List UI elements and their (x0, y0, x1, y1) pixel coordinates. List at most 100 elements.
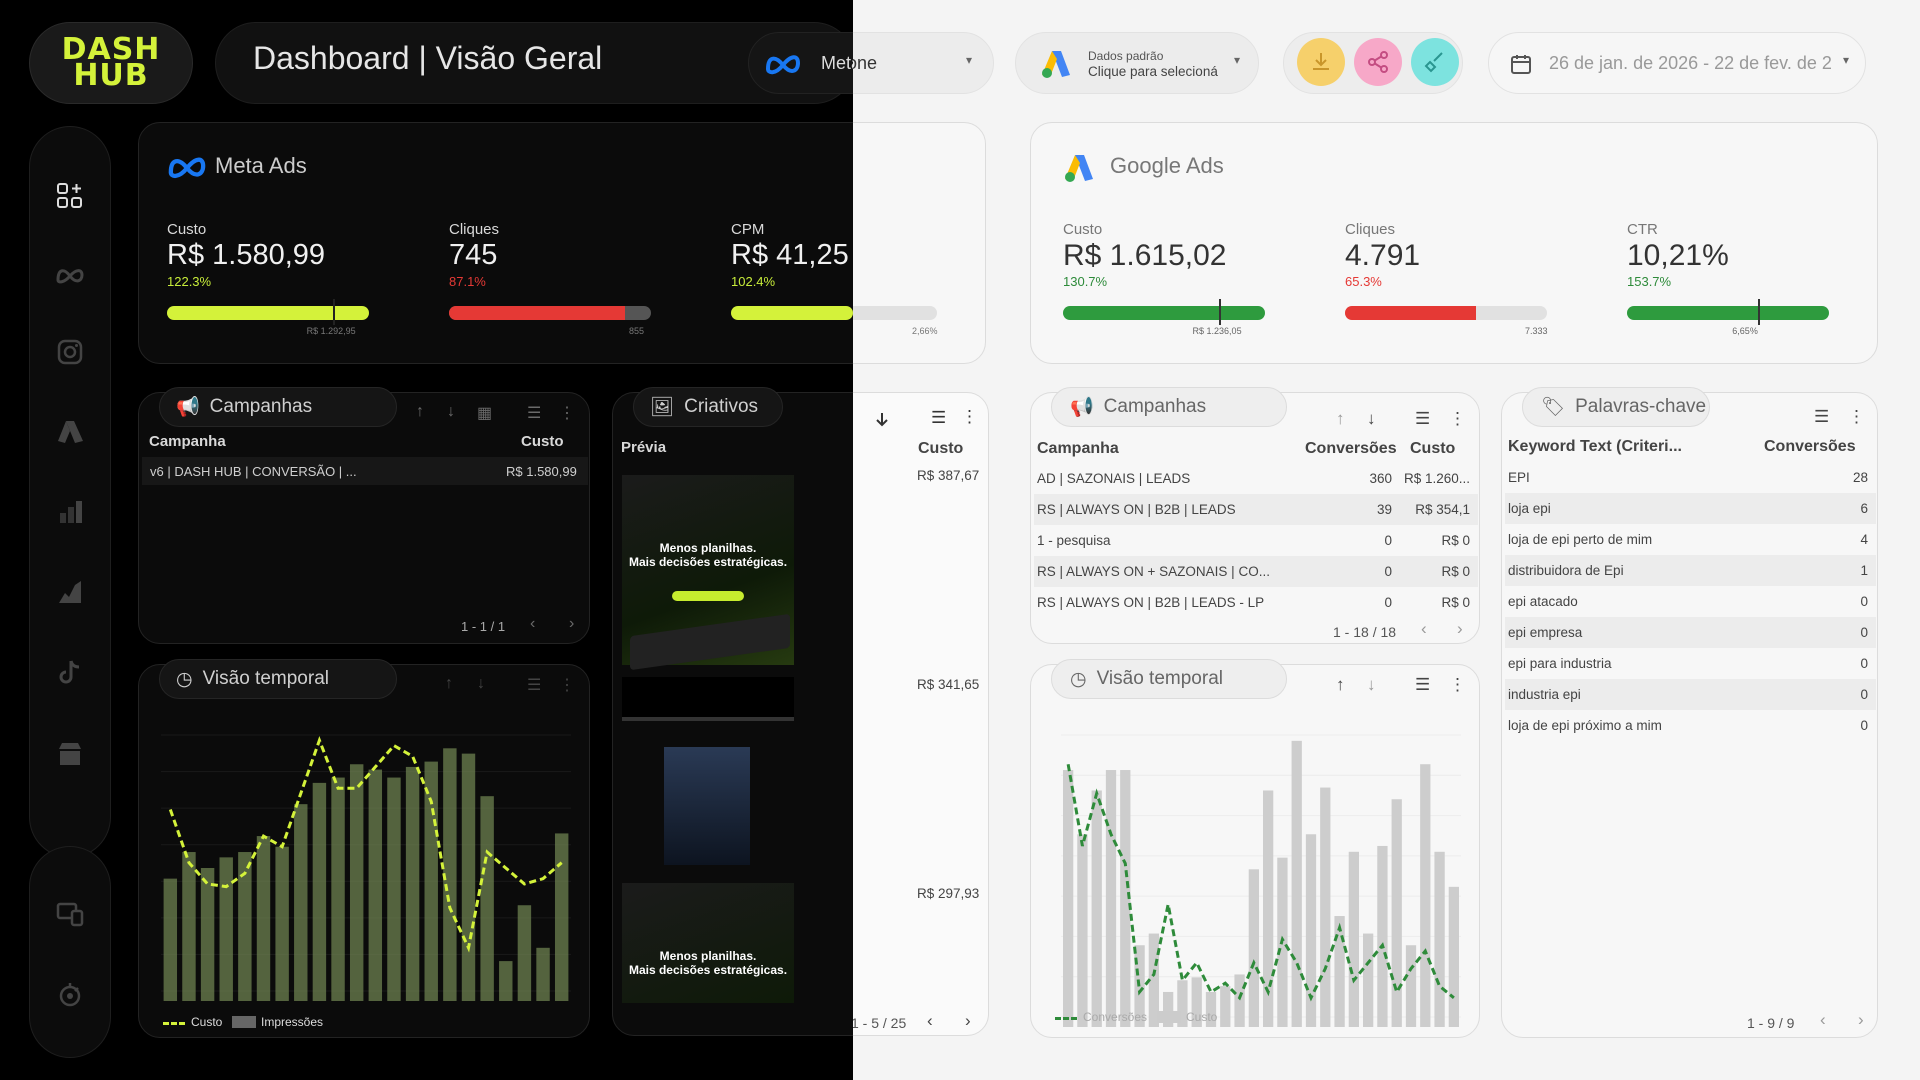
next-page-icon[interactable]: › (1858, 1010, 1864, 1029)
chart-bar[interactable] (1291, 740, 1302, 1027)
more-vert-icon[interactable]: ⋮ (961, 407, 978, 426)
col-cost[interactable]: Custo (521, 433, 564, 450)
meta-account-select-dark[interactable]: Meta (748, 32, 853, 94)
creative-thumbnail-3[interactable]: Menos planilhas. Mais decisões estratégi… (622, 883, 794, 1003)
google-account-select[interactable]: Dados padrão Clique para selecioná ▾ (1015, 32, 1259, 94)
sort-asc-icon[interactable]: ↑ (1336, 409, 1345, 428)
meta-icon[interactable] (50, 256, 90, 296)
col-campaign[interactable]: Campanha (149, 433, 226, 450)
table-row[interactable]: industria epi 0 (1505, 679, 1876, 710)
chart-bar[interactable] (1091, 790, 1102, 1027)
prev-page-icon[interactable]: ‹ (1820, 1010, 1826, 1029)
sort-asc-icon[interactable]: ↑ (1336, 675, 1345, 694)
store-icon[interactable] (50, 734, 90, 774)
filter-icon[interactable]: ☰ (527, 405, 542, 422)
chart-bar[interactable] (517, 905, 532, 1001)
chart-bar[interactable] (1191, 977, 1202, 1027)
sort-desc-icon[interactable]: ↓ (447, 403, 455, 420)
chart-bar[interactable] (275, 846, 289, 1001)
next-page-icon[interactable]: › (965, 1011, 971, 1030)
creative-thumbnail-1[interactable]: Menos planilhas. Mais decisões estratégi… (622, 475, 794, 671)
sort-asc-icon[interactable]: ↑ (416, 403, 424, 420)
col-conversions[interactable]: Conversões (1764, 438, 1856, 455)
filter-icon[interactable]: ☰ (527, 677, 542, 694)
chart-bar[interactable] (294, 804, 308, 1001)
chart-bar[interactable] (1448, 886, 1459, 1027)
logo[interactable]: DASH HUB (29, 22, 193, 104)
chart-bar[interactable] (1248, 869, 1259, 1027)
chart-bar[interactable] (1205, 991, 1217, 1027)
chart-bar[interactable] (1120, 770, 1131, 1027)
chart-bar[interactable] (1263, 790, 1274, 1027)
table-row[interactable]: RS | ALWAYS ON | B2B | LEADS 39 R$ 354,1 (1034, 494, 1478, 525)
chart-bar[interactable] (1148, 933, 1159, 1027)
chart-bar[interactable] (461, 753, 476, 1001)
chart-bar[interactable] (1420, 764, 1431, 1027)
col-cost[interactable]: Custo (1410, 440, 1456, 457)
chart-bar[interactable] (1348, 851, 1359, 1027)
sort-desc-icon[interactable]: ↓ (1367, 675, 1376, 694)
table-row[interactable]: RS | ALWAYS ON + SAZONAIS | CO... 0 R$ 0 (1034, 556, 1478, 587)
table-row[interactable]: loja epi 6 (1505, 493, 1876, 524)
col-conversions[interactable]: Conversões (1305, 440, 1397, 457)
chart-bar[interactable] (1405, 945, 1417, 1027)
chart-bar[interactable] (368, 769, 383, 1001)
creative-thumbnail-2[interactable] (622, 677, 794, 871)
chart-bar[interactable] (480, 796, 494, 1001)
chart-bar[interactable] (1163, 991, 1174, 1027)
chart-bar[interactable] (387, 777, 401, 1001)
chart-bar[interactable] (1391, 799, 1402, 1027)
devices-icon[interactable] (50, 894, 90, 934)
more-vert-icon[interactable]: ⋮ (1449, 409, 1466, 428)
chart-toggle-icon[interactable]: ▦ (477, 405, 493, 422)
chart-bar[interactable] (1234, 974, 1245, 1027)
table-row[interactable]: 1 - pesquisa 0 R$ 0 (1034, 525, 1478, 556)
chart-bar[interactable] (499, 961, 513, 1001)
clean-filters-button[interactable] (1411, 38, 1459, 86)
chart-bar[interactable] (424, 761, 438, 1001)
chart-bar[interactable] (1177, 980, 1188, 1027)
col-campaign[interactable]: Campanha (1037, 440, 1119, 457)
chart-bar[interactable] (1363, 933, 1374, 1027)
chart-bar[interactable] (554, 833, 569, 1001)
add-widget-icon[interactable] (50, 176, 90, 216)
filter-icon[interactable]: ☰ (1415, 675, 1431, 694)
filter-icon[interactable]: ☰ (931, 408, 947, 427)
chart-bar[interactable] (312, 782, 327, 1001)
date-range-picker[interactable]: 26 de jan. de 2026 - 22 de fev. de 2 ▾ (1488, 32, 1866, 94)
chart-bar[interactable] (443, 748, 457, 1001)
prev-page-icon[interactable]: ‹ (1421, 619, 1427, 638)
chart-bar[interactable] (1063, 770, 1074, 1027)
chart-bar[interactable] (200, 868, 215, 1001)
table-row[interactable]: RS | ALWAYS ON | B2B | LEADS - LP 0 R$ 0 (1034, 587, 1478, 618)
chart-bar[interactable] (238, 852, 252, 1001)
share-button[interactable] (1354, 38, 1402, 86)
sort-desc-icon[interactable]: ↓ (1367, 409, 1376, 428)
download-button[interactable] (1297, 38, 1345, 86)
creatives-cost-header[interactable]: Custo (918, 440, 964, 457)
next-page-icon[interactable]: › (569, 615, 575, 632)
chart-bar[interactable] (256, 836, 271, 1001)
more-vert-icon[interactable]: ⋮ (559, 405, 575, 422)
chart-bar[interactable] (219, 857, 233, 1001)
filter-icon[interactable]: ☰ (1814, 407, 1830, 426)
next-page-icon[interactable]: › (1457, 619, 1463, 638)
chart-bar[interactable] (349, 764, 364, 1001)
table-row[interactable]: distribuidora de Epi 1 (1505, 555, 1876, 586)
table-row[interactable]: epi atacado 0 (1505, 586, 1876, 617)
more-vert-icon[interactable]: ⋮ (559, 677, 575, 694)
chart-bar[interactable] (405, 766, 420, 1001)
table-row[interactable]: loja de epi próximo a mim 0 (1505, 710, 1876, 741)
sort-asc-icon[interactable]: ↑ (445, 675, 453, 692)
chart-bar[interactable] (1434, 851, 1445, 1027)
chart-bar[interactable] (1305, 834, 1317, 1027)
more-vert-icon[interactable]: ⋮ (1449, 675, 1466, 694)
table-row[interactable]: loja de epi perto de mim 4 (1505, 524, 1876, 555)
analytics-icon[interactable] (50, 572, 90, 612)
table-row[interactable]: epi empresa 0 (1505, 617, 1876, 648)
chart-bar[interactable] (1105, 770, 1117, 1027)
chart-bar[interactable] (163, 878, 178, 1001)
chart-bar[interactable] (1220, 986, 1231, 1027)
table-row[interactable]: AD | SAZONAIS | LEADS 360 R$ 1.260... (1034, 463, 1478, 494)
chart-bar[interactable] (1320, 787, 1331, 1027)
